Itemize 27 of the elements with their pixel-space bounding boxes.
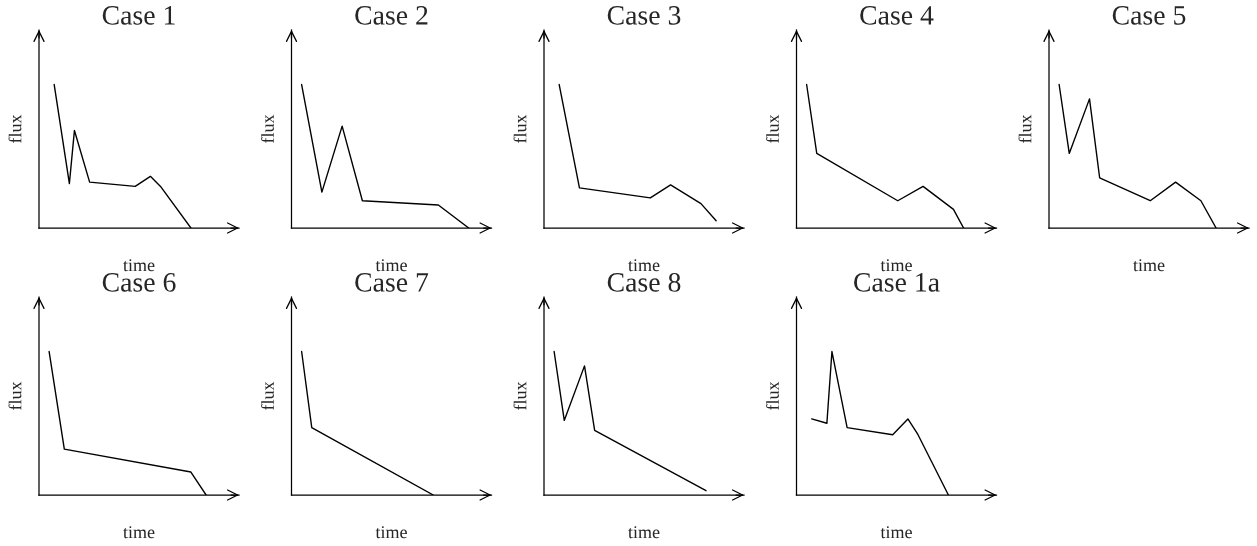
x-axis-title: time — [375, 526, 407, 539]
chart-title: Case 7 — [355, 273, 429, 292]
x-axis-title: time — [1133, 259, 1165, 272]
y-axis-title: flux — [513, 381, 527, 410]
y-axis-title: flux — [766, 381, 779, 410]
chart-title: Case 4 — [860, 6, 934, 25]
chart-title: Case 2 — [355, 6, 428, 25]
y-axis-title: flux — [261, 114, 274, 143]
x-axis-title: time — [880, 526, 912, 539]
x-axis-title: time — [123, 526, 155, 539]
x-axis-title: time — [880, 259, 912, 272]
chart-title: Case 8 — [607, 272, 681, 292]
chart-title: Case 5 — [1112, 6, 1186, 25]
chart-title: Case 1a — [854, 273, 940, 292]
y-axis-title: flux — [8, 114, 22, 143]
y-axis-title: flux — [261, 381, 274, 410]
x-axis-title: time — [123, 259, 155, 272]
x-axis-title: time — [628, 259, 660, 272]
y-axis-title: flux — [1018, 114, 1032, 143]
chart-title: Case 3 — [607, 6, 681, 25]
y-axis-title: flux — [766, 114, 779, 143]
x-axis-title: time — [628, 526, 660, 539]
y-axis-title: flux — [8, 381, 22, 410]
chart-title: Case 6 — [102, 273, 176, 292]
y-axis-title: flux — [513, 114, 527, 143]
chart-title: Case 1 — [102, 6, 175, 25]
x-axis-title: time — [375, 259, 407, 272]
